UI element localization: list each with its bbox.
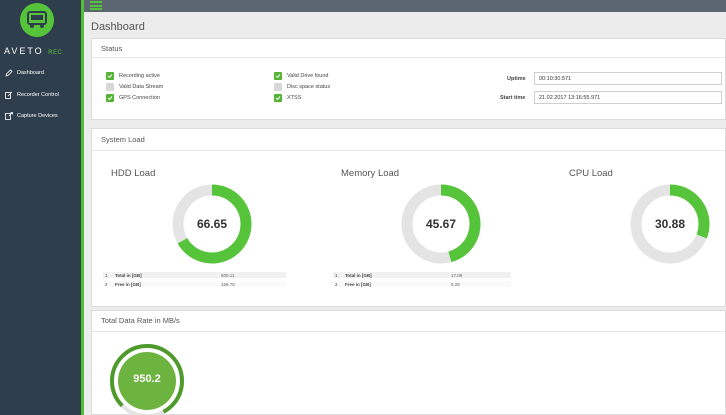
check-recording-active: Recording active	[106, 72, 160, 80]
check-label: Valid Drive found	[287, 73, 329, 79]
brand-logo: AVETO REC	[4, 46, 80, 56]
checkbox[interactable]	[106, 72, 114, 80]
table-row: 1 Total in [GB] 17.09	[333, 272, 511, 278]
row-label: Total in [GB]	[345, 272, 372, 278]
sidebar-accent-border	[81, 0, 84, 415]
check-label: Disc space status	[287, 84, 331, 90]
table-row: 2 Free in [GB] 9.28	[333, 281, 511, 287]
uptime-label: Uptime	[507, 76, 526, 82]
cpu-load-gauge	[628, 182, 712, 266]
checkbox[interactable]	[106, 94, 114, 102]
sidebar-item-dashboard[interactable]: Dashboard	[5, 66, 44, 80]
row-label: Free in [GB]	[115, 281, 141, 287]
link-icon	[5, 112, 13, 120]
cpu-load-title: CPU Load	[569, 168, 613, 179]
checkbox[interactable]	[274, 94, 282, 102]
system-load-panel: System Load HDD Load 66.65 1 Total in [G…	[91, 128, 726, 307]
start-time-label: Start time	[500, 95, 526, 101]
start-time-field[interactable]	[534, 91, 722, 104]
row-index: 2	[335, 281, 338, 287]
check-gps-connection: GPS Connection	[106, 94, 160, 102]
brand-name: AVETO	[4, 46, 44, 56]
top-bar	[84, 0, 726, 12]
check-valid-drive-found: Valid Drive found	[274, 72, 328, 80]
check-label: GPS Connection	[119, 95, 160, 101]
data-rate-title: Total Data Rate in MB/s	[101, 316, 180, 325]
row-index: 2	[105, 281, 108, 287]
edit-icon	[5, 91, 13, 99]
page-title: Dashboard	[91, 21, 145, 33]
table-row: 2 Free in [GB] 166.78	[103, 281, 286, 287]
sidebar-item-label: Recorder Control	[17, 92, 59, 98]
cpu-load-value: 30.88	[654, 217, 686, 231]
logo-icon	[20, 3, 54, 37]
memory-load-arc	[401, 184, 481, 264]
sidebar-item-label: Capture Devices	[17, 113, 58, 119]
menu-toggle-icon[interactable]	[90, 1, 102, 11]
cpu-load-arc	[630, 184, 710, 264]
check-label: Valid Data Stream	[119, 84, 164, 90]
check-label: XTSS	[287, 95, 302, 101]
checkbox[interactable]	[106, 83, 114, 91]
row-value: 9.28	[451, 281, 460, 287]
sidebar-item-label: Dashboard	[17, 70, 44, 76]
system-load-title: System Load	[101, 135, 145, 144]
row-index: 1	[335, 272, 338, 278]
check-label: Recording active	[119, 73, 160, 79]
hdd-load-title: HDD Load	[111, 168, 156, 179]
row-label: Total in [GB]	[115, 272, 142, 278]
check-xtss: XTSS	[274, 94, 301, 102]
memory-load-gauge	[399, 182, 483, 266]
row-label: Free in [GB]	[345, 281, 371, 287]
memory-load-value: 45.67	[425, 217, 457, 231]
status-panel-title: Status	[101, 44, 123, 53]
hdd-load-value: 66.65	[196, 217, 228, 231]
uptime-field[interactable]	[534, 72, 722, 85]
row-value: 17.09	[451, 272, 463, 278]
hdd-load-gauge	[170, 182, 254, 266]
sidebar-item-recorder-control[interactable]: Recorder Control	[5, 88, 59, 102]
check-valid-data-stream: Valid Data Stream	[106, 83, 163, 91]
sidebar: AVETO REC Dashboard Recorder Control Cap…	[0, 0, 81, 415]
memory-load-title: Memory Load	[341, 168, 400, 179]
divider	[92, 331, 725, 332]
row-index: 1	[105, 272, 108, 278]
sidebar-item-capture-devices[interactable]: Capture Devices	[5, 109, 58, 123]
checkbox[interactable]	[274, 72, 282, 80]
data-rate-value: 950.2	[133, 373, 161, 385]
check-disc-space-status: Disc space status	[274, 83, 330, 91]
data-rate-fill	[118, 352, 176, 410]
checkbox[interactable]	[274, 83, 282, 91]
divider	[92, 57, 725, 58]
status-panel: Status Recording active Valid Data Strea…	[91, 38, 726, 120]
divider	[92, 150, 725, 151]
data-rate-gauge: 950.2	[106, 340, 188, 415]
table-row: 1 Total in [GB] 500.11	[103, 272, 286, 278]
pencil-icon	[5, 69, 13, 77]
brand-suffix: REC	[48, 50, 63, 56]
data-rate-panel: Total Data Rate in MB/s 950.2	[91, 310, 726, 415]
hdd-load-arc	[172, 184, 252, 264]
row-value: 500.11	[221, 272, 235, 278]
row-value: 166.78	[221, 281, 235, 287]
